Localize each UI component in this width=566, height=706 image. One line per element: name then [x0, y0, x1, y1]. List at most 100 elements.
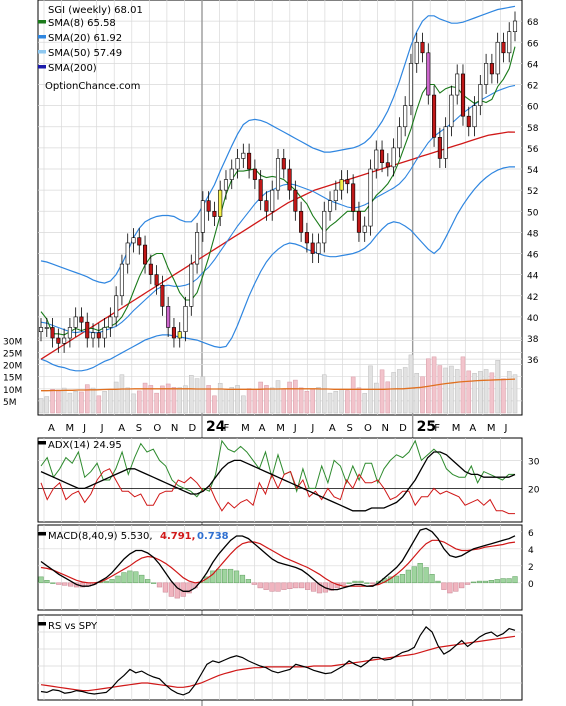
candle-body: [247, 152, 252, 170]
volume-bar: [223, 389, 229, 414]
candle-body: [304, 232, 309, 244]
candle-body: [362, 225, 367, 233]
sma50-line: [40, 131, 516, 360]
candle-body: [67, 327, 72, 339]
macd-histogram-bar: [275, 582, 281, 592]
volume-bar: [125, 387, 130, 414]
candle-body: [299, 210, 304, 233]
volume-bar: [454, 369, 460, 414]
candle-body: [495, 41, 500, 75]
volume-bar: [113, 381, 119, 414]
macd-tick-label: 0: [528, 580, 534, 590]
volume-bar: [420, 376, 425, 414]
candle-body: [96, 332, 101, 339]
volume-bar: [414, 373, 420, 414]
candle-body: [218, 189, 223, 217]
y-tick-label: 38: [527, 335, 539, 345]
candle-body: [73, 316, 78, 328]
candle-body: [143, 244, 148, 265]
volume-bar: [258, 381, 263, 414]
legend-label: SMA(50) 57.49: [48, 48, 122, 59]
volume-bar: [160, 385, 165, 414]
y-tick-label: 58: [527, 124, 539, 134]
x-tick-label: F: [224, 423, 230, 434]
macd-histogram-value: 0.738: [197, 531, 229, 542]
y-tick-label: 48: [527, 229, 539, 239]
candle-body: [455, 73, 460, 96]
candle-body: [212, 210, 217, 217]
candle-body: [50, 327, 55, 339]
legend-label: SMA(200): [48, 63, 97, 74]
macd-histogram-bar: [121, 572, 127, 584]
candle-body: [368, 168, 373, 227]
volume-tick-label: 25M: [3, 350, 22, 360]
candle-body: [501, 41, 506, 54]
legend: SGI (weekly) 68.01 SMA(8) 65.58 SMA(20) 61…: [38, 5, 143, 92]
volume-bar: [275, 380, 281, 414]
y-tick-label: 56: [527, 145, 539, 155]
macd-histogram-bar: [269, 582, 275, 592]
macd-tick-label: 2: [528, 563, 534, 573]
volume-bar: [61, 387, 67, 414]
volume-bar: [460, 356, 466, 414]
adx-legend-swatch: [38, 441, 46, 445]
macd-histogram-bar: [370, 582, 376, 584]
macd-histogram-bar: [227, 568, 234, 584]
candle-body: [270, 189, 275, 212]
macd-panel: 0 2 4 6 MACD(8,40,9) 5.530, 4.791, 0.738: [37, 524, 534, 611]
x-tick-label: A: [469, 423, 476, 434]
rs-legend-swatch: [38, 622, 46, 626]
volume-bar: [506, 371, 512, 414]
volume-bar: [189, 374, 194, 414]
legend-swatch: [38, 50, 46, 54]
candle-body: [420, 41, 425, 54]
candle-body: [345, 179, 350, 185]
volume-average-line: [41, 378, 516, 392]
volume-bar: [241, 395, 246, 414]
candle-body: [206, 200, 211, 212]
candle-body: [507, 31, 512, 54]
macd-signal-value: 4.791,: [160, 531, 195, 542]
volume-bar: [501, 378, 506, 414]
bollinger-lower-band: [40, 166, 515, 372]
macd-histogram-bar: [476, 580, 483, 584]
x-tick-label: M: [276, 423, 285, 434]
candle-body: [177, 331, 182, 339]
x-tick-label: M: [487, 423, 496, 434]
volume-bar: [119, 374, 125, 414]
candle-body: [85, 321, 90, 339]
macd-histogram-bar: [68, 582, 74, 587]
macd-histogram-bar: [44, 580, 50, 584]
macd-histogram-bar: [50, 582, 56, 584]
candle-body: [102, 327, 107, 339]
x-tick-label: S: [346, 423, 352, 434]
volume-bar: [264, 385, 269, 414]
candle-body: [160, 284, 165, 307]
candle-body: [154, 274, 159, 286]
macd-histogram-bar: [210, 570, 216, 584]
candle-body: [484, 63, 489, 85]
volume-bar: [96, 395, 102, 414]
volume-bar: [391, 372, 396, 414]
macd-histogram-bar: [346, 582, 352, 584]
x-tick-label: 24: [206, 419, 226, 435]
candle-body: [241, 152, 246, 159]
y-tick-label: 60: [527, 103, 539, 113]
volume-tick-label: 5M: [3, 398, 17, 408]
chart-title: SGI (weekly) 68.01: [48, 5, 143, 16]
candle-body: [385, 162, 390, 168]
macd-histogram-bar: [263, 582, 269, 590]
candle-body: [472, 105, 477, 128]
volume-bar: [148, 385, 154, 414]
volume-bar: [373, 382, 379, 414]
source-label: OptionChance.com: [45, 81, 140, 92]
candle-body: [322, 210, 327, 244]
x-tick-label: N: [382, 423, 389, 434]
candle-body: [466, 115, 471, 128]
macd-histogram-bar: [162, 582, 169, 593]
candle-body: [287, 168, 292, 191]
volume-bar: [84, 384, 90, 414]
y-tick-label: 42: [527, 293, 538, 303]
rs-panel: RS vs SPY: [37, 614, 523, 701]
